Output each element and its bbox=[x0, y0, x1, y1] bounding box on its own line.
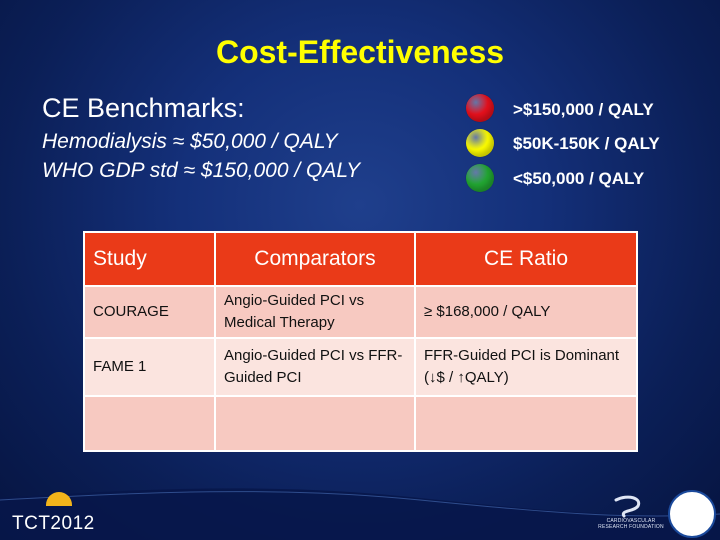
table-row: FAME 1 Angio-Guided PCI vs FFR-Guided PC… bbox=[83, 337, 638, 397]
table-row: COURAGE Angio-Guided PCI vs Medical Ther… bbox=[83, 285, 638, 339]
header-comparators: Comparators bbox=[214, 231, 416, 287]
cell-comparators: Angio-Guided PCI vs FFR-Guided PCI bbox=[214, 337, 416, 397]
legend-green-dot bbox=[466, 164, 494, 192]
tct-sun-logo bbox=[46, 492, 72, 506]
benchmark-who-gdp: WHO GDP std ≈ $150,000 / QALY bbox=[42, 159, 361, 182]
crf-logo-text: CARDIOVASCULAR RESEARCH FOUNDATION bbox=[598, 518, 664, 530]
crf-logo-icon bbox=[614, 495, 641, 518]
header-ce-ratio: CE Ratio bbox=[414, 231, 638, 287]
legend-label-high: >$150,000 / QALY bbox=[513, 100, 654, 119]
table-header-row: Study Comparators CE Ratio bbox=[83, 231, 638, 287]
benchmarks-heading: CE Benchmarks: bbox=[42, 93, 245, 123]
cell-ce-ratio: FFR-Guided PCI is Dominant (↓$ / ↑QALY) bbox=[414, 337, 638, 397]
cell-comparators: Angio-Guided PCI vs Medical Therapy bbox=[214, 285, 416, 339]
footer-wave bbox=[0, 488, 720, 540]
header-study: Study bbox=[83, 231, 216, 287]
ce-table: Study Comparators CE Ratio COURAGE Angio… bbox=[83, 231, 638, 452]
legend-label-mid: $50K-150K / QALY bbox=[513, 134, 660, 153]
cell-ce-ratio bbox=[414, 395, 638, 452]
cell-study bbox=[83, 395, 216, 452]
legend-label-low: <$50,000 / QALY bbox=[513, 169, 645, 188]
cell-study: COURAGE bbox=[83, 285, 216, 339]
cell-ce-ratio: ≥ $168,000 / QALY bbox=[414, 285, 638, 339]
cell-comparators bbox=[214, 395, 416, 452]
seal-logo bbox=[668, 490, 716, 538]
tct2012-logo: TCT2012 bbox=[12, 513, 95, 534]
benchmark-hemodialysis: Hemodialysis ≈ $50,000 / QALY bbox=[42, 130, 338, 153]
table-row bbox=[83, 395, 638, 452]
slide-title: Cost-Effectiveness bbox=[215, 34, 505, 70]
cell-study: FAME 1 bbox=[83, 337, 216, 397]
legend-red-dot bbox=[466, 94, 494, 122]
legend-yellow-dot bbox=[466, 129, 494, 157]
